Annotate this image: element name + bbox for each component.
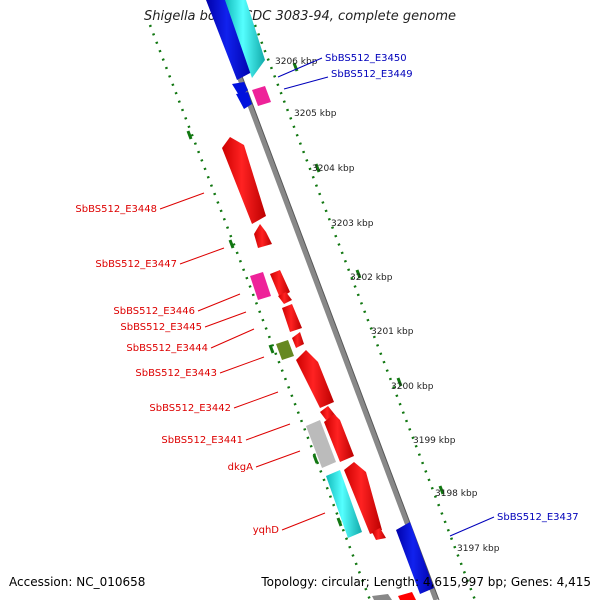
scale-label: 3204 kbp: [312, 164, 355, 174]
gene-feature-yqhd-tail: [372, 528, 386, 540]
gene-feature-blue: [206, 0, 252, 80]
scale-label: 3203 kbp: [331, 219, 374, 229]
gene-label-sbbs512-e3447[interactable]: SbBS512_E3447: [95, 259, 177, 270]
gene-feature-cyan: [225, 0, 265, 78]
scale-label: 3199 kbp: [413, 436, 456, 446]
gene-label-sbbs512-e3437[interactable]: SbBS512_E3437: [497, 512, 579, 523]
gene-feature-sbbs512-e3445-c: [282, 304, 302, 332]
gene-label-yqhd[interactable]: yqhD: [253, 525, 280, 536]
gene-label-sbbs512-e3445[interactable]: SbBS512_E3445: [120, 322, 202, 333]
scale-label: 3205 kbp: [294, 109, 337, 119]
gene-label-sbbs512-e3442[interactable]: SbBS512_E3442: [149, 403, 231, 414]
accession-text: Accession: NC_010658: [9, 575, 146, 589]
outer-dotted-guide-right: [253, 24, 477, 600]
right-gene-labels: SbBS512_E3450 SbBS512_E3449 SbBS512_E343…: [277, 53, 579, 537]
scale-label: 3201 kbp: [371, 327, 414, 337]
guide-ticks: [186, 62, 445, 527]
gene-features: [206, 0, 434, 600]
scale-label: 3202 kbp: [350, 273, 393, 283]
gene-feature-yqhd: [344, 462, 382, 534]
gene-feature-sbbs512-e3441: [306, 420, 336, 468]
scale-label: 3206 kbp: [275, 57, 318, 67]
gene-feature-dkga-red: [324, 414, 354, 462]
gene-label-sbbs512-e3448[interactable]: SbBS512_E3448: [75, 204, 157, 215]
gene-feature-blue-small-2: [236, 92, 252, 109]
gene-feature-bottom-gray: [372, 594, 392, 600]
gene-feature-pink-top: [252, 86, 271, 106]
gene-label-sbbs512-e3441[interactable]: SbBS512_E3441: [161, 435, 243, 446]
gene-feature-sbbs512-e3447: [254, 224, 272, 248]
gene-feature-sbbs512-e3444: [276, 340, 294, 360]
gene-feature-sbbs512-e3445-a: [270, 270, 290, 298]
gene-feature-sbbs512-e3444-red: [292, 332, 304, 348]
gene-feature-sbbs512-e3443: [296, 350, 334, 408]
left-gene-labels: SbBS512_E3448 SbBS512_E3447 SbBS512_E344…: [75, 192, 326, 536]
gene-feature-sbbs512-e3446: [250, 272, 271, 300]
gene-feature-sbbs512-e3448: [222, 137, 266, 224]
gene-label-sbbs512-e3444[interactable]: SbBS512_E3444: [126, 343, 208, 354]
gene-label-sbbs512-e3446[interactable]: SbBS512_E3446: [113, 306, 195, 317]
scale-labels: 3206 kbp 3205 kbp 3204 kbp 3203 kbp 3202…: [275, 57, 500, 554]
scale-label: 3198 kbp: [435, 489, 478, 499]
scale-label: 3200 kbp: [391, 382, 434, 392]
gene-feature-dkga: [326, 470, 362, 538]
gene-feature-sbbs512-e3445-b: [278, 292, 292, 304]
gene-feature-bottom-red: [398, 592, 416, 600]
genome-backbone-shadow: [218, 14, 440, 600]
gene-label-dkga[interactable]: dkgA: [228, 462, 253, 473]
outer-dotted-guide-left: [148, 24, 372, 600]
gene-feature-sbbs512-e3437: [396, 522, 434, 594]
genome-backbone: [213, 14, 439, 600]
gene-label-sbbs512-e3449[interactable]: SbBS512_E3449: [331, 69, 413, 80]
gene-label-sbbs512-e3443[interactable]: SbBS512_E3443: [135, 368, 217, 379]
genome-summary-text: Topology: circular; Length: 4,615,997 bp…: [261, 575, 591, 589]
scale-label: 3197 kbp: [457, 544, 500, 554]
gene-label-sbbs512-e3450[interactable]: SbBS512_E3450: [325, 53, 407, 64]
